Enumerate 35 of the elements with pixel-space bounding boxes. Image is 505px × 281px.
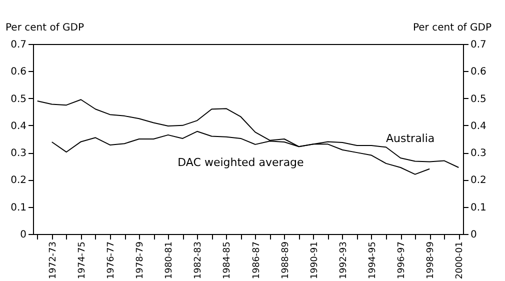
series-label: Australia [386,132,435,145]
x-tick-label: 2000-01 [455,242,466,280]
x-tick-label: 1976-77 [106,242,116,280]
x-tick-label: 1994-95 [368,242,378,280]
y2-tick-label: 0.2 [470,175,486,186]
y-tick-label: 0.6 [10,66,26,78]
x-tick-label: 1982-83 [194,242,204,280]
y-tick-label: 0.5 [10,94,26,105]
x-tick-label: 1998-99 [426,241,436,280]
x-tick-label: 1986-87 [252,242,262,280]
x-tick-label: 1992-93 [338,242,349,280]
y2-tick-label: 0.5 [470,94,486,105]
y-tick-label: 0.3 [10,148,26,160]
y-tick-label: 0.4 [10,120,26,132]
y2-axis-title: Per cent of GDP [412,22,492,34]
y-tick-label: 0.1 [10,202,26,214]
y2-tick-label: 0.3 [470,148,486,160]
x-tick-label: 1978-79 [136,241,146,280]
x-tick-label: 1984-85 [222,242,233,280]
y-tick-label: 0.2 [10,175,26,186]
x-tick-label: 1996-97 [397,242,408,280]
x-tick-label: 1988-89 [280,241,291,280]
y-tick-label: 0 [20,230,26,240]
x-tick-label: 1980-81 [164,242,175,280]
x-tick-label: 1972-73 [48,242,58,280]
y2-tick-label: 0.4 [470,120,486,132]
y2-tick-label: 0 [470,230,477,240]
y-axis-title: Per cent of GDP [6,22,84,34]
series-label: DAC weighted average [178,156,304,169]
y-tick-label: 0.7 [10,40,26,50]
x-tick-label: 1974-75 [77,242,88,280]
y2-tick-label: 0.1 [470,202,486,214]
x-tick-label: 1990-91 [310,242,320,280]
y2-tick-label: 0.7 [470,40,486,50]
y2-tick-label: 0.6 [470,66,486,78]
